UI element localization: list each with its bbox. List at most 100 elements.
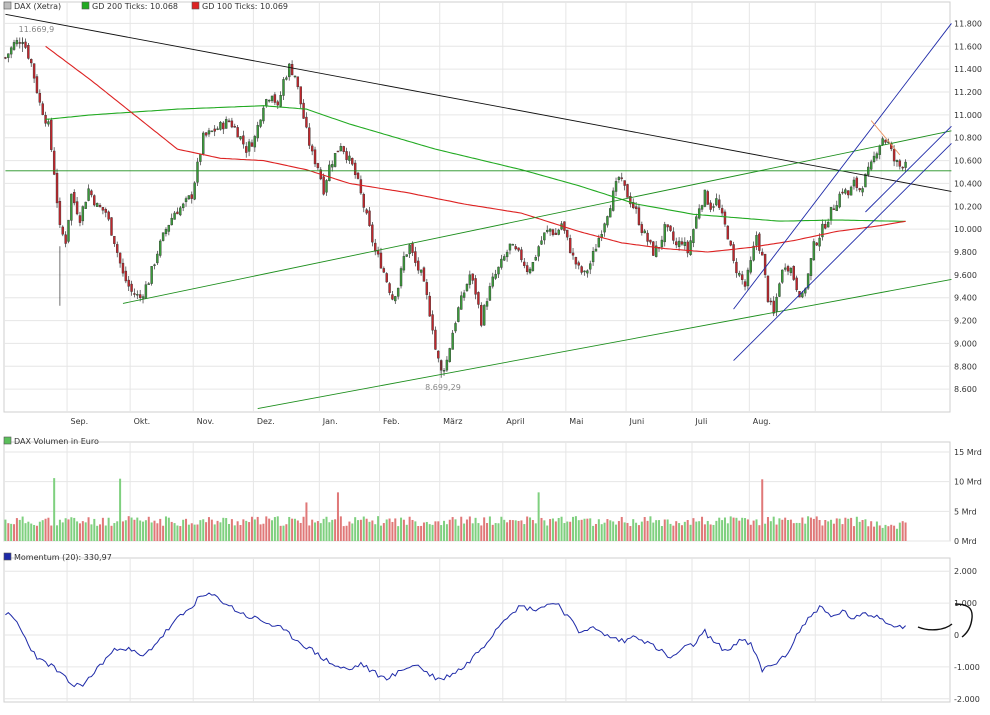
candle-body bbox=[652, 241, 655, 256]
volume-bar bbox=[873, 526, 876, 541]
candle-body bbox=[792, 266, 795, 280]
volume-bar bbox=[78, 523, 81, 541]
volume-bar bbox=[640, 521, 643, 541]
volume-bar bbox=[551, 518, 554, 541]
price-y-tick-label: 9.800 bbox=[954, 248, 977, 257]
candle-body bbox=[474, 278, 477, 295]
candle-body bbox=[637, 207, 641, 225]
candle-body bbox=[219, 122, 222, 130]
volume-bar bbox=[302, 516, 305, 541]
candle-body bbox=[351, 157, 354, 165]
candle-body bbox=[778, 283, 781, 297]
candle-body bbox=[709, 202, 712, 210]
candle-body bbox=[715, 198, 718, 206]
candle-body bbox=[629, 196, 632, 205]
candle-body bbox=[580, 266, 583, 273]
volume-bar bbox=[325, 516, 328, 541]
volume-bar bbox=[827, 521, 830, 541]
volume-bar bbox=[672, 525, 675, 541]
candle-body bbox=[603, 223, 606, 233]
volume-bar bbox=[142, 521, 145, 541]
candle-body bbox=[468, 274, 472, 285]
candle-body bbox=[712, 206, 715, 208]
volume-bar bbox=[526, 516, 529, 541]
volume-bar bbox=[764, 523, 767, 541]
candle-body bbox=[179, 207, 182, 216]
volume-bar bbox=[744, 518, 747, 541]
candle-body bbox=[422, 267, 426, 282]
volume-bar bbox=[549, 519, 552, 541]
price-y-tick-label: 10.800 bbox=[954, 134, 982, 143]
candle-body bbox=[809, 258, 813, 276]
candle-body bbox=[835, 205, 838, 212]
volume-bar bbox=[669, 523, 672, 541]
candle-body bbox=[265, 99, 268, 107]
volume-bar bbox=[84, 522, 87, 541]
candle-body bbox=[388, 283, 391, 293]
volume-bar bbox=[4, 519, 7, 541]
candle-body bbox=[646, 232, 649, 242]
volume-bar bbox=[219, 522, 222, 541]
volume-bar bbox=[299, 522, 302, 541]
candle-body bbox=[113, 236, 116, 244]
volume-bar bbox=[557, 517, 560, 541]
volume-bar bbox=[291, 518, 294, 541]
price-y-tick-label: 11.400 bbox=[954, 65, 982, 74]
candle-body bbox=[689, 240, 692, 255]
price-y-tick-label: 11.200 bbox=[954, 88, 982, 97]
volume-bar bbox=[170, 521, 173, 541]
candle-body bbox=[308, 127, 311, 146]
volume-bar bbox=[749, 524, 752, 541]
volume-bar bbox=[457, 525, 460, 541]
momentum-y-tick-label: -1.000 bbox=[954, 663, 980, 672]
volume-bar bbox=[787, 520, 790, 541]
volume-bar bbox=[431, 524, 434, 541]
candle-body bbox=[431, 314, 434, 331]
x-axis-month-label: Aug. bbox=[753, 417, 771, 426]
volume-bar bbox=[617, 521, 620, 541]
candle-body bbox=[136, 294, 139, 296]
candle-body bbox=[677, 240, 681, 247]
candle-body bbox=[718, 199, 721, 208]
volume-bar bbox=[61, 522, 64, 541]
volume-bar bbox=[193, 524, 196, 541]
volume-bar bbox=[612, 521, 615, 541]
candle-body bbox=[858, 188, 861, 191]
candle-body bbox=[204, 132, 208, 136]
candle-body bbox=[700, 205, 704, 210]
candle-body bbox=[755, 235, 758, 246]
candle-body bbox=[181, 203, 185, 209]
volume-bar bbox=[116, 521, 119, 541]
candle-body bbox=[451, 332, 454, 350]
volume-bar bbox=[824, 520, 827, 541]
volume-bar bbox=[262, 523, 265, 541]
candle-body bbox=[898, 160, 902, 167]
candle-body bbox=[523, 261, 526, 266]
candle-body bbox=[766, 275, 770, 302]
volume-bar bbox=[56, 525, 59, 541]
candle-body bbox=[302, 102, 305, 119]
candle-body bbox=[356, 172, 360, 179]
candle-body bbox=[199, 154, 202, 162]
volume-bar bbox=[288, 516, 291, 541]
volume-bar bbox=[408, 516, 411, 541]
candle-body bbox=[118, 252, 122, 264]
candle-body bbox=[9, 47, 13, 55]
candle-body bbox=[697, 208, 701, 219]
candle-body bbox=[15, 40, 19, 45]
candle-body bbox=[491, 276, 494, 287]
volume-bar bbox=[646, 520, 649, 541]
candle-body bbox=[525, 265, 529, 273]
volume-bar bbox=[377, 516, 380, 541]
volume-bar bbox=[847, 518, 850, 541]
momentum-legend-label: Momentum (20): 330,97 bbox=[14, 553, 112, 562]
volume-bar bbox=[164, 516, 167, 541]
volume-bar bbox=[723, 517, 726, 541]
candle-body bbox=[336, 150, 340, 153]
volume-bar bbox=[394, 518, 397, 541]
volume-bar bbox=[798, 522, 801, 541]
candle-body bbox=[669, 225, 672, 231]
candle-body bbox=[382, 268, 386, 273]
volume-bar bbox=[594, 523, 597, 541]
